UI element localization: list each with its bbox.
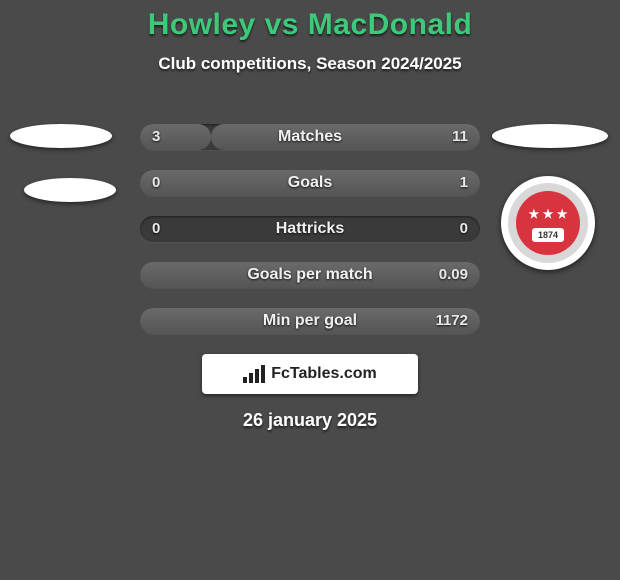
stat-label: Matches (140, 124, 480, 150)
brand-text: FcTables.com (271, 365, 377, 383)
snapshot-date: 26 january 2025 (0, 410, 620, 431)
right-crest-1 (492, 124, 608, 148)
stat-row: 1172Min per goal (140, 308, 480, 334)
left-crest-2 (24, 178, 116, 202)
stat-row: 0.09Goals per match (140, 262, 480, 288)
comparison-card: Howley vs MacDonald Club competitions, S… (0, 0, 620, 580)
stat-row: 311Matches (140, 124, 480, 150)
club-badge-svg: ★ ★ ★ 1874 (501, 176, 595, 270)
stat-row: 00Hattricks (140, 216, 480, 242)
stat-label: Goals (140, 170, 480, 196)
subtitle: Club competitions, Season 2024/2025 (0, 54, 620, 74)
svg-text:1874: 1874 (538, 230, 558, 240)
svg-text:★ ★ ★: ★ ★ ★ (529, 207, 568, 221)
stat-label: Hattricks (140, 216, 480, 242)
stat-label: Min per goal (140, 308, 480, 334)
comparison-rows: 311Matches 01Goals 00Hattricks 0.09Goals pe… (140, 124, 480, 354)
stat-row: 01Goals (140, 170, 480, 196)
club-badge: ★ ★ ★ 1874 (501, 176, 595, 270)
brand-box: FcTables.com (202, 354, 418, 394)
bar-chart-icon (243, 365, 265, 383)
left-crest-1 (10, 124, 112, 148)
stat-label: Goals per match (140, 262, 480, 288)
page-title: Howley vs MacDonald (0, 8, 620, 42)
